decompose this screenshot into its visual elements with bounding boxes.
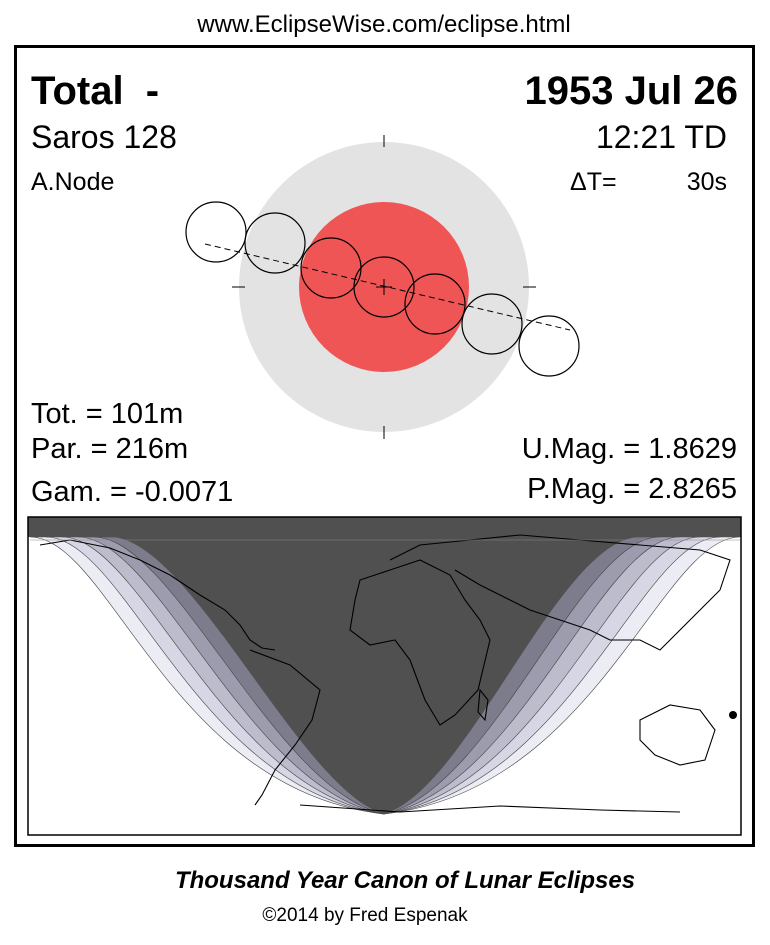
map [27, 516, 742, 836]
map-border [27, 516, 742, 836]
coastline [477, 688, 489, 722]
coastline [639, 704, 716, 766]
footer-title: Thousand Year Canon of Lunar Eclipses [175, 867, 635, 894]
moon-positions [185, 201, 580, 377]
coastline [299, 804, 681, 813]
moon-path [204, 243, 571, 331]
eclipse-type: Total - [31, 69, 159, 113]
saros: Saros 128 [31, 119, 177, 155]
coastline [389, 534, 731, 651]
ticks [232, 135, 536, 439]
night-region [28, 517, 741, 814]
coastline [39, 539, 276, 651]
gamma: Gam. = -0.0071 [31, 476, 233, 508]
url: www.EclipseWise.com/eclipse.html [196, 11, 570, 38]
coastline [349, 559, 491, 726]
penumbral-magnitude: P.Mag. = 2.8265 [527, 473, 737, 505]
eclipse-diagram [185, 135, 580, 439]
coastline [249, 649, 321, 806]
time: 12:21 TD [596, 119, 727, 155]
umbral-magnitude: U.Mag. = 1.8629 [522, 433, 737, 465]
location-dot [729, 711, 737, 719]
delta-t: 30s [687, 168, 727, 196]
delta-t-label: ΔT= [570, 168, 617, 196]
partial-duration: Par. = 216m [31, 433, 188, 465]
total-duration: Tot. = 101m [31, 398, 183, 430]
eclipse-date: 1953 Jul 26 [525, 69, 739, 113]
footer-credit: ©2014 by Fred Espenak [262, 905, 468, 926]
node: A.Node [31, 168, 114, 196]
